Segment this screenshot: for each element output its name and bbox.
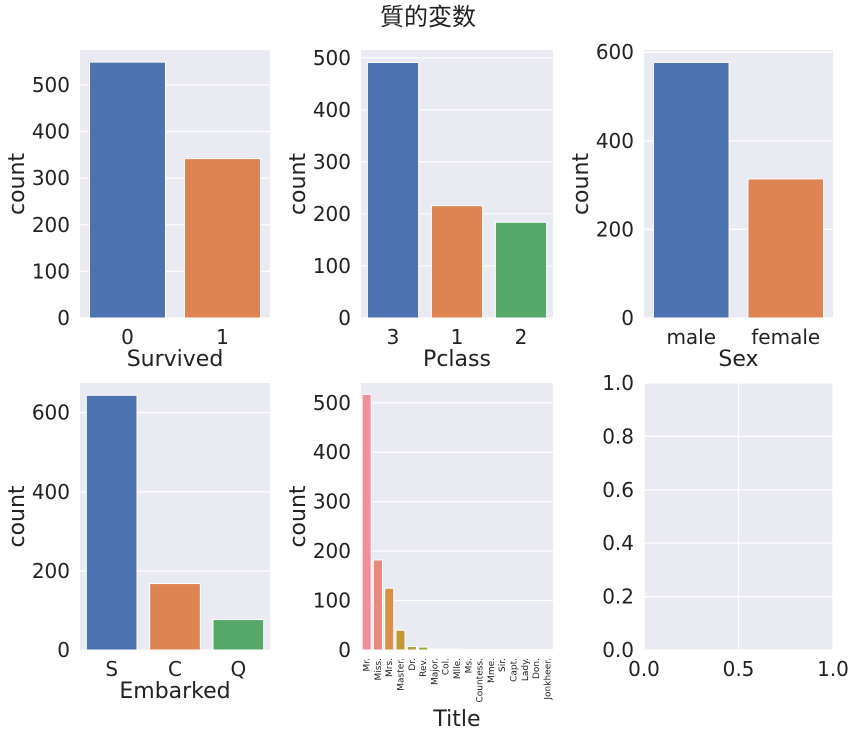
x-tick-label: S (105, 657, 118, 681)
x-tick-label: C (168, 657, 182, 681)
y-tick-label: 400 (313, 98, 351, 122)
x-tick-label: 1.0 (817, 657, 849, 681)
x-tick-label: Sir. (498, 658, 508, 672)
y-tick-label: 1.0 (602, 371, 634, 395)
x-tick-label: Master. (397, 658, 407, 691)
bar-0 (89, 61, 166, 319)
x-tick-label: Capt. (509, 658, 519, 682)
y-axis-label: count (569, 153, 594, 215)
y-tick-label: 600 (596, 40, 634, 64)
x-tick-label: Mme. (487, 658, 497, 683)
x-tick-label: 2 (515, 325, 528, 349)
y-tick-label: 0.0 (602, 638, 634, 662)
y-tick-label: 0 (621, 306, 634, 330)
y-tick-label: 100 (313, 254, 351, 278)
x-tick-label: Lady. (521, 658, 531, 681)
bar-col (440, 648, 451, 651)
bar-2 (494, 221, 548, 319)
y-axis-label: count (5, 153, 30, 215)
y-tick-label: 0 (57, 306, 70, 330)
x-tick-label: Ms. (464, 658, 474, 673)
x-tick-label: 1 (451, 325, 464, 349)
y-tick-label: 500 (32, 73, 70, 97)
x-tick-label: Col. (442, 658, 452, 675)
y-tick-label: 200 (32, 213, 70, 237)
x-tick-label: Countess. (476, 658, 486, 703)
y-tick-label: 0.8 (602, 424, 634, 448)
y-tick-label: 0 (338, 638, 351, 662)
x-tick-label: 1 (216, 325, 229, 349)
bar-male (652, 61, 730, 319)
y-tick-label: 300 (313, 150, 351, 174)
x-tick-label: female (751, 325, 820, 349)
x-tick-label: Mr. (363, 658, 373, 672)
figure-suptitle: 質的変数 (380, 3, 476, 31)
bar-c (149, 583, 201, 651)
y-tick-label: 400 (32, 480, 70, 504)
x-tick-label: 0.5 (723, 657, 755, 681)
y-tick-label: 200 (313, 202, 351, 226)
y-tick-label: 0 (338, 306, 351, 330)
y-tick-label: 500 (313, 391, 351, 415)
x-tick-label: Jonkheer. (543, 658, 553, 701)
bar-dr (406, 646, 417, 651)
y-tick-label: 600 (32, 401, 70, 425)
x-axis-label: Sex (718, 347, 758, 372)
bar-mlle (451, 648, 463, 651)
bar-1 (430, 205, 484, 319)
x-tick-label: Mrs. (385, 658, 395, 677)
y-axis-label: count (286, 485, 311, 547)
x-axis-label: Title (432, 707, 480, 732)
x-tick-label: Major. (430, 658, 440, 685)
x-axis-label: Pclass (423, 347, 491, 372)
y-tick-label: 0.4 (602, 531, 634, 555)
bar-3 (366, 61, 420, 319)
y-tick-label: 100 (32, 259, 70, 283)
bar-rev (418, 646, 429, 651)
x-tick-label: 0 (121, 325, 134, 349)
x-tick-label: Q (230, 657, 246, 681)
y-tick-label: 0.2 (602, 585, 634, 609)
y-tick-label: 500 (313, 46, 351, 70)
x-tick-label: Dr. (408, 658, 418, 671)
y-tick-label: 400 (596, 129, 634, 153)
subplot-2: 0 100 200 300 400 500 3 1 2 Pclass count (286, 46, 553, 372)
x-tick-label: Mlle. (453, 658, 463, 679)
subplot-5: 0 100 200 300 400 500 Mr. Miss. Mrs. Master. Dr. Re… (286, 383, 553, 732)
bar-major (429, 648, 440, 651)
y-tick-label: 200 (596, 217, 634, 241)
bar-s (85, 394, 138, 651)
y-tick-label: 400 (313, 440, 351, 464)
y-axis-label: count (286, 153, 311, 215)
bar-master (395, 629, 406, 651)
bar-miss (372, 559, 383, 651)
y-tick-label: 300 (32, 166, 70, 190)
bar-female (747, 178, 825, 319)
x-tick-label: male (666, 325, 716, 349)
y-tick-label: 0 (57, 638, 70, 662)
y-tick-label: 400 (32, 120, 70, 144)
x-tick-label: Miss. (374, 658, 384, 681)
bar-mr (361, 393, 372, 651)
bar-q (212, 619, 265, 651)
y-tick-label: 200 (32, 559, 70, 583)
x-axis-label: Survived (127, 347, 224, 372)
bar-1 (184, 158, 261, 319)
x-tick-label: Don. (532, 658, 542, 679)
x-tick-label: 3 (387, 325, 400, 349)
y-tick-label: 200 (313, 539, 351, 563)
y-tick-label: 100 (313, 589, 351, 613)
y-axis-label: count (5, 485, 30, 547)
x-axis-label: Embarked (119, 679, 230, 704)
x-tick-label: 0.0 (628, 657, 660, 681)
y-tick-label: 300 (313, 490, 351, 514)
y-tick-label: 0.6 (602, 478, 634, 502)
subplot-6: 0.0 0.2 0.4 0.6 0.8 1.0 0.0 0.5 1.0 (602, 371, 849, 681)
bar-mrs (384, 587, 395, 651)
x-tick-label: Rev. (419, 658, 429, 677)
